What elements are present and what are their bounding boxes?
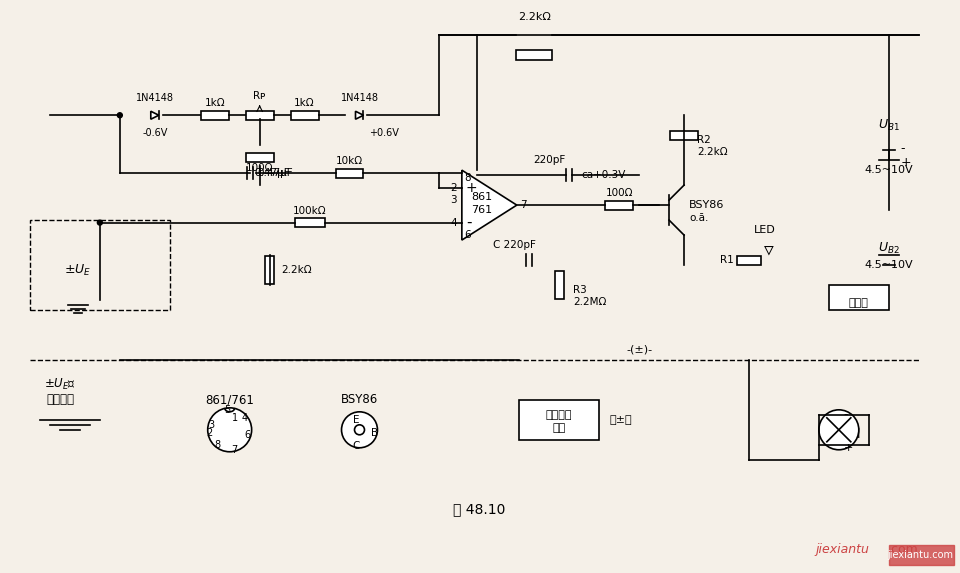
Text: 3: 3 bbox=[208, 420, 215, 430]
Text: -: - bbox=[900, 142, 905, 155]
Text: $U_{B1}$: $U_{B1}$ bbox=[877, 117, 900, 133]
Bar bbox=[291, 111, 319, 120]
Polygon shape bbox=[355, 111, 364, 119]
Text: o.ā.: o.ā. bbox=[689, 213, 708, 223]
Bar bbox=[516, 50, 552, 60]
Text: -: - bbox=[466, 215, 471, 230]
Text: 继电器: 继电器 bbox=[849, 298, 869, 308]
Text: C 220pF: C 220pF bbox=[492, 240, 536, 250]
Text: $\pm U_E$: $\pm U_E$ bbox=[64, 262, 91, 277]
Bar bbox=[889, 545, 953, 564]
Text: 大器: 大器 bbox=[553, 423, 565, 433]
Text: BSY86: BSY86 bbox=[689, 200, 725, 210]
Text: jiexiantu: jiexiantu bbox=[815, 543, 869, 556]
Circle shape bbox=[207, 408, 252, 452]
Text: 6: 6 bbox=[245, 430, 251, 440]
Bar bbox=[828, 285, 889, 310]
Text: jiexiantu.com: jiexiantu.com bbox=[888, 550, 953, 560]
Text: 861: 861 bbox=[470, 192, 492, 202]
Bar bbox=[670, 131, 698, 140]
Text: 1kΩ: 1kΩ bbox=[295, 98, 315, 108]
Text: Rᴘ: Rᴘ bbox=[253, 91, 266, 101]
Text: 100Ω: 100Ω bbox=[606, 188, 633, 198]
Bar bbox=[519, 400, 599, 440]
Text: R3: R3 bbox=[573, 285, 587, 295]
Text: +: + bbox=[466, 180, 477, 195]
Bar bbox=[605, 201, 633, 210]
Text: （±）: （±） bbox=[610, 415, 632, 425]
Text: 图 48.10: 图 48.10 bbox=[453, 503, 506, 517]
Text: 100Ω: 100Ω bbox=[246, 163, 274, 173]
Text: 2.2MΩ: 2.2MΩ bbox=[573, 297, 607, 307]
Circle shape bbox=[819, 410, 859, 450]
Bar bbox=[201, 111, 228, 120]
Text: E: E bbox=[353, 415, 360, 425]
Bar bbox=[336, 168, 364, 178]
Text: 3: 3 bbox=[450, 195, 457, 205]
Text: 0.47μF: 0.47μF bbox=[257, 168, 293, 178]
Text: $U_{B2}$: $U_{B2}$ bbox=[877, 241, 900, 256]
Text: +: + bbox=[900, 156, 911, 168]
Text: 8: 8 bbox=[215, 440, 221, 450]
Text: 测量输出: 测量输出 bbox=[46, 393, 74, 406]
Text: R2: R2 bbox=[697, 135, 710, 145]
Text: 2.2kΩ: 2.2kΩ bbox=[517, 13, 551, 22]
Text: +0.6V: +0.6V bbox=[370, 128, 399, 138]
Bar bbox=[246, 152, 274, 162]
Text: B: B bbox=[371, 428, 378, 438]
Text: BSY86: BSY86 bbox=[341, 393, 378, 406]
Text: l: l bbox=[857, 428, 860, 441]
Text: 2.2kΩ: 2.2kΩ bbox=[697, 147, 728, 157]
Text: 2: 2 bbox=[450, 183, 457, 193]
Text: 1N4148: 1N4148 bbox=[135, 93, 174, 103]
Text: $\pm U_E$自: $\pm U_E$自 bbox=[44, 377, 76, 393]
Text: R1: R1 bbox=[720, 255, 734, 265]
Text: 1N4148: 1N4148 bbox=[341, 93, 378, 103]
Text: 4: 4 bbox=[242, 413, 248, 423]
Text: +: + bbox=[844, 443, 853, 453]
Polygon shape bbox=[462, 170, 516, 240]
Text: .com: .com bbox=[888, 543, 919, 556]
Text: 10kΩ: 10kΩ bbox=[336, 156, 363, 166]
Text: ca+0.3V: ca+0.3V bbox=[581, 170, 626, 180]
Bar bbox=[737, 256, 761, 265]
Bar bbox=[246, 111, 274, 120]
Text: C: C bbox=[353, 441, 360, 451]
Text: 8: 8 bbox=[464, 173, 470, 183]
Text: 4.5~10V: 4.5~10V bbox=[864, 260, 913, 270]
Text: 2.2kΩ: 2.2kΩ bbox=[281, 265, 312, 275]
Text: 自显示放: 自显示放 bbox=[546, 410, 572, 420]
Circle shape bbox=[97, 220, 103, 225]
Bar bbox=[295, 218, 324, 227]
Text: 861/761: 861/761 bbox=[205, 393, 254, 406]
Circle shape bbox=[342, 412, 377, 448]
Text: 6: 6 bbox=[464, 230, 470, 240]
Text: -: - bbox=[844, 409, 849, 421]
Text: 4.5~10V: 4.5~10V bbox=[864, 165, 913, 175]
Text: 7: 7 bbox=[231, 445, 238, 455]
Text: 100kΩ: 100kΩ bbox=[293, 206, 326, 215]
Text: -0.6V: -0.6V bbox=[142, 128, 167, 138]
Circle shape bbox=[117, 113, 122, 117]
Bar bbox=[265, 256, 275, 284]
Polygon shape bbox=[151, 111, 158, 119]
Text: 0.47μF: 0.47μF bbox=[254, 168, 290, 178]
Text: -(±)-: -(±)- bbox=[626, 345, 652, 355]
Text: 1kΩ: 1kΩ bbox=[204, 98, 225, 108]
Text: LED: LED bbox=[754, 225, 776, 235]
Text: 220pF: 220pF bbox=[533, 155, 565, 165]
Text: 1: 1 bbox=[231, 413, 238, 423]
Text: 761: 761 bbox=[470, 205, 492, 215]
Bar bbox=[555, 271, 564, 299]
Text: 5: 5 bbox=[225, 405, 230, 415]
Text: 7: 7 bbox=[519, 200, 526, 210]
Circle shape bbox=[354, 425, 365, 435]
Text: $\triangledown$: $\triangledown$ bbox=[763, 241, 775, 260]
Text: 2: 2 bbox=[206, 428, 213, 438]
Text: 4: 4 bbox=[450, 218, 457, 227]
Bar bbox=[30, 220, 170, 310]
